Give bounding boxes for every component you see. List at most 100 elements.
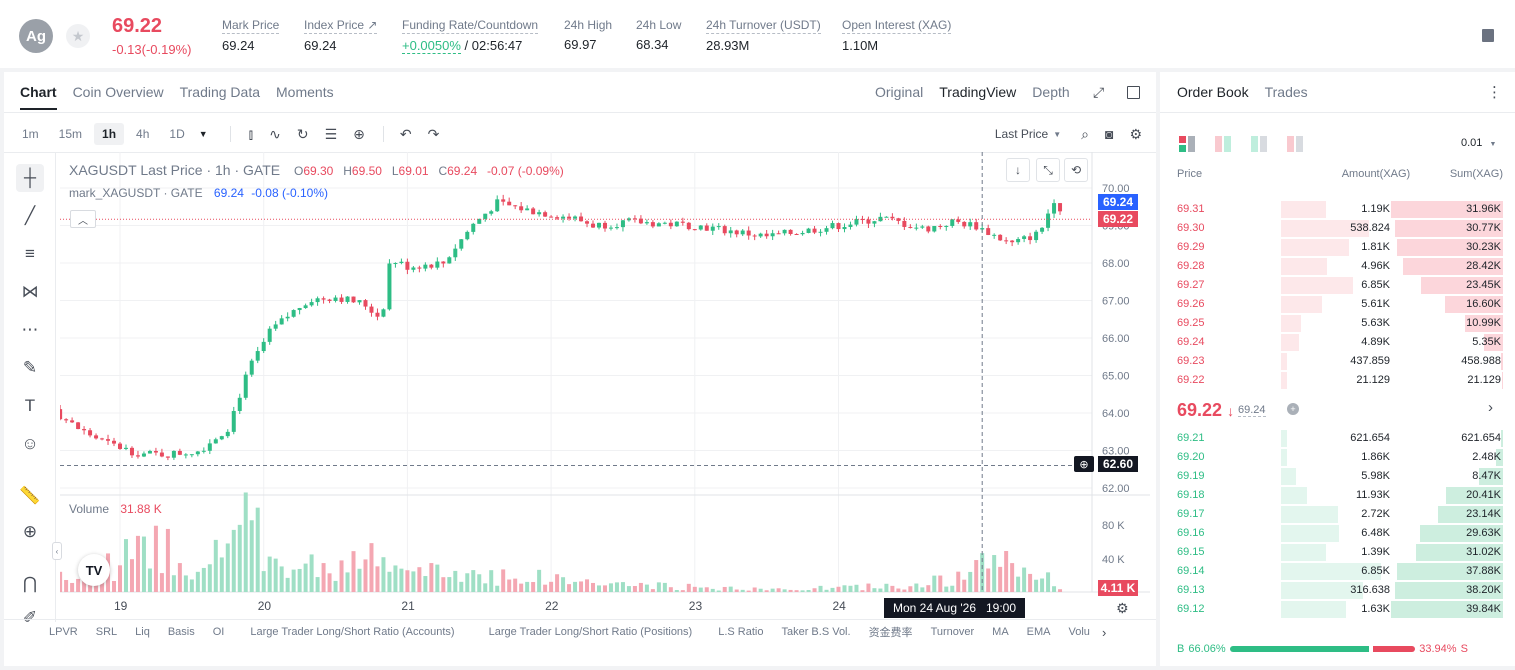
timeframe-dropdown-icon[interactable]: ▼ xyxy=(198,129,208,139)
redo-icon[interactable]: ↷ xyxy=(427,125,440,142)
bid-row[interactable]: 69.17 2.72K 23.14K xyxy=(1160,505,1515,524)
zoom-in-icon[interactable]: ⊕ xyxy=(22,522,38,541)
bid-row[interactable]: 69.14 6.85K 37.88K xyxy=(1160,562,1515,581)
timeframe-15m[interactable]: 15m xyxy=(58,127,83,141)
stat-index-price[interactable]: Index Price ↗ 69.24 xyxy=(304,18,378,53)
indicators-icon[interactable]: ∿ xyxy=(269,125,281,142)
indicator-large-trader-accounts[interactable]: Large Trader Long/Short Ratio (Accounts) xyxy=(250,626,455,638)
tab-trading-data[interactable]: Trading Data xyxy=(179,84,261,100)
timeframe-4h[interactable]: 4h xyxy=(136,127,150,141)
bid-row[interactable]: 69.20 1.86K 2.48K xyxy=(1160,448,1515,467)
camera-icon[interactable]: ◙ xyxy=(1104,126,1114,142)
shield-icon[interactable]: + xyxy=(1287,403,1299,415)
ruler-icon[interactable]: 📏 xyxy=(19,486,41,505)
trend-line-icon[interactable]: ╱ xyxy=(24,206,36,225)
indicator-oi[interactable]: OI xyxy=(212,626,225,638)
ask-row[interactable]: 69.24 4.89K 5.35K xyxy=(1160,333,1515,352)
tab-order-book[interactable]: Order Book xyxy=(1177,84,1249,100)
fib-lines-icon[interactable]: ≡ xyxy=(25,244,35,263)
ask-row[interactable]: 69.31 1.19K 31.96K xyxy=(1160,200,1515,219)
scroll-to-latest-button[interactable]: ↓ xyxy=(1006,158,1030,182)
chevron-right-icon[interactable]: › xyxy=(1488,399,1493,416)
indicator-liq[interactable]: Liq xyxy=(135,626,150,638)
stat-open-interest[interactable]: Open Interest (XAG) 1.10M xyxy=(842,18,952,53)
timeframe-1d[interactable]: 1D xyxy=(169,127,185,141)
stat-24h-turnover[interactable]: 24h Turnover (USDT) 28.93M xyxy=(706,18,821,53)
timeframe-1h[interactable]: 1h xyxy=(94,123,125,145)
undo-icon[interactable]: ↶ xyxy=(399,125,412,142)
toolbar-collapse-handle[interactable]: ‹ xyxy=(52,542,62,560)
templates-icon[interactable]: ☰ xyxy=(324,125,338,142)
search-icon[interactable]: ⌕ xyxy=(1081,125,1089,142)
expand-icon[interactable]: ⤢ xyxy=(1093,84,1105,100)
layout-split-icon[interactable] xyxy=(1215,136,1231,152)
chevron-right-icon[interactable]: › xyxy=(1101,624,1107,640)
tab-moments[interactable]: Moments xyxy=(276,84,334,100)
axis-settings-icon[interactable]: ⚙ xyxy=(1116,600,1129,616)
favorite-star-icon[interactable]: ★ xyxy=(66,24,90,48)
indicator-volume[interactable]: Volu xyxy=(1068,626,1090,638)
bid-row[interactable]: 69.19 5.98K 8.47K xyxy=(1160,467,1515,486)
bid-row[interactable]: 69.18 11.93K 20.41K xyxy=(1160,486,1515,505)
settings-gear-icon[interactable]: ⚙ xyxy=(1129,125,1142,142)
view-original[interactable]: Original xyxy=(875,84,924,100)
ask-row[interactable]: 69.22 21.129 21.129 xyxy=(1160,371,1515,390)
layout-asks-icon[interactable] xyxy=(1287,136,1303,152)
stat-funding-rate[interactable]: Funding Rate/Countdown +0.0050% / 02:56:… xyxy=(402,18,539,54)
forecast-icon[interactable]: ⋯ xyxy=(21,320,39,339)
timeframe-1m[interactable]: 1m xyxy=(22,127,39,141)
precision-select[interactable]: 0.01 ▼ xyxy=(1461,137,1496,149)
indicator-ls-ratio[interactable]: L.S Ratio xyxy=(718,626,764,638)
brush-icon[interactable]: ✎ xyxy=(22,358,38,377)
view-tradingview[interactable]: TradingView xyxy=(939,84,1017,100)
bid-row[interactable]: 69.12 1.63K 39.84K xyxy=(1160,600,1515,619)
indicator-taker-vol[interactable]: Taker B.S Vol. xyxy=(781,626,851,638)
indicator-ma[interactable]: MA xyxy=(992,626,1009,638)
magnet-icon[interactable]: ⋂ xyxy=(23,574,37,593)
crosshair-icon[interactable]: ┼ xyxy=(16,164,44,192)
mid-price[interactable]: 69.22 ↓ xyxy=(1177,400,1234,421)
ask-row[interactable]: 69.25 5.63K 10.99K xyxy=(1160,314,1515,333)
bid-row[interactable]: 69.15 1.39K 31.02K xyxy=(1160,543,1515,562)
ask-row[interactable]: 69.26 5.61K 16.60K xyxy=(1160,295,1515,314)
lock-draw-icon[interactable]: ✐ xyxy=(22,608,38,627)
add-indicator-icon[interactable]: ⊕ xyxy=(353,125,365,142)
bid-row[interactable]: 69.21 621.654 621.654 xyxy=(1160,429,1515,448)
more-menu-icon[interactable]: ⋮ xyxy=(1487,84,1502,101)
text-tool-icon[interactable]: T xyxy=(24,396,36,415)
stat-mark-price[interactable]: Mark Price 69.24 xyxy=(222,18,280,53)
reset-chart-button[interactable]: ⟲ xyxy=(1064,158,1088,182)
ask-row[interactable]: 69.28 4.96K 28.42K xyxy=(1160,257,1515,276)
collapse-legend-button[interactable]: ︿ xyxy=(70,210,96,228)
indicator-basis[interactable]: Basis xyxy=(167,626,195,638)
tab-trades[interactable]: Trades xyxy=(1264,84,1308,100)
tab-coin-overview[interactable]: Coin Overview xyxy=(72,84,164,100)
pattern-icon[interactable]: ⋈ xyxy=(21,282,39,301)
layout-both-icon[interactable] xyxy=(1179,136,1195,152)
indicator-ema[interactable]: EMA xyxy=(1026,626,1051,638)
fit-chart-button[interactable]: ⤡ xyxy=(1036,158,1060,182)
emoji-icon[interactable]: ☺ xyxy=(21,434,39,453)
window-icon[interactable] xyxy=(1127,86,1140,99)
candle-type-icon[interactable]: ⫾ xyxy=(248,125,254,142)
price-type-select[interactable]: Last Price xyxy=(994,127,1049,141)
bid-row[interactable]: 69.16 6.48K 29.63K xyxy=(1160,524,1515,543)
indicator-lpvr[interactable]: LPVR xyxy=(49,626,78,638)
ask-row[interactable]: 69.29 1.81K 30.23K xyxy=(1160,238,1515,257)
view-depth[interactable]: Depth xyxy=(1032,84,1070,100)
indicator-funding-rate[interactable]: 资金费率 xyxy=(868,627,913,639)
layout-bids-icon[interactable] xyxy=(1251,136,1267,152)
ask-row[interactable]: 69.23 437.859 458.988 xyxy=(1160,352,1515,371)
indicator-large-trader-positions[interactable]: Large Trader Long/Short Ratio (Positions… xyxy=(488,626,693,638)
price-chart[interactable]: 70.0069.0068.0067.0066.0065.0064.0063.00… xyxy=(60,152,1150,617)
replay-icon[interactable]: ↻ xyxy=(296,125,309,142)
bid-row[interactable]: 69.13 316.638 38.20K xyxy=(1160,581,1515,600)
chevron-down-icon[interactable]: ▼ xyxy=(1053,129,1062,139)
guide-book-icon[interactable] xyxy=(1482,29,1494,42)
ask-row[interactable]: 69.27 6.85K 23.45K xyxy=(1160,276,1515,295)
indicator-turnover[interactable]: Turnover xyxy=(930,626,975,638)
indicator-srl[interactable]: SRL xyxy=(95,626,118,638)
add-alert-plus-icon[interactable]: ⊕ xyxy=(1074,456,1094,472)
tab-chart[interactable]: Chart xyxy=(20,84,57,110)
ask-row[interactable]: 69.30 538.824 30.77K xyxy=(1160,219,1515,238)
